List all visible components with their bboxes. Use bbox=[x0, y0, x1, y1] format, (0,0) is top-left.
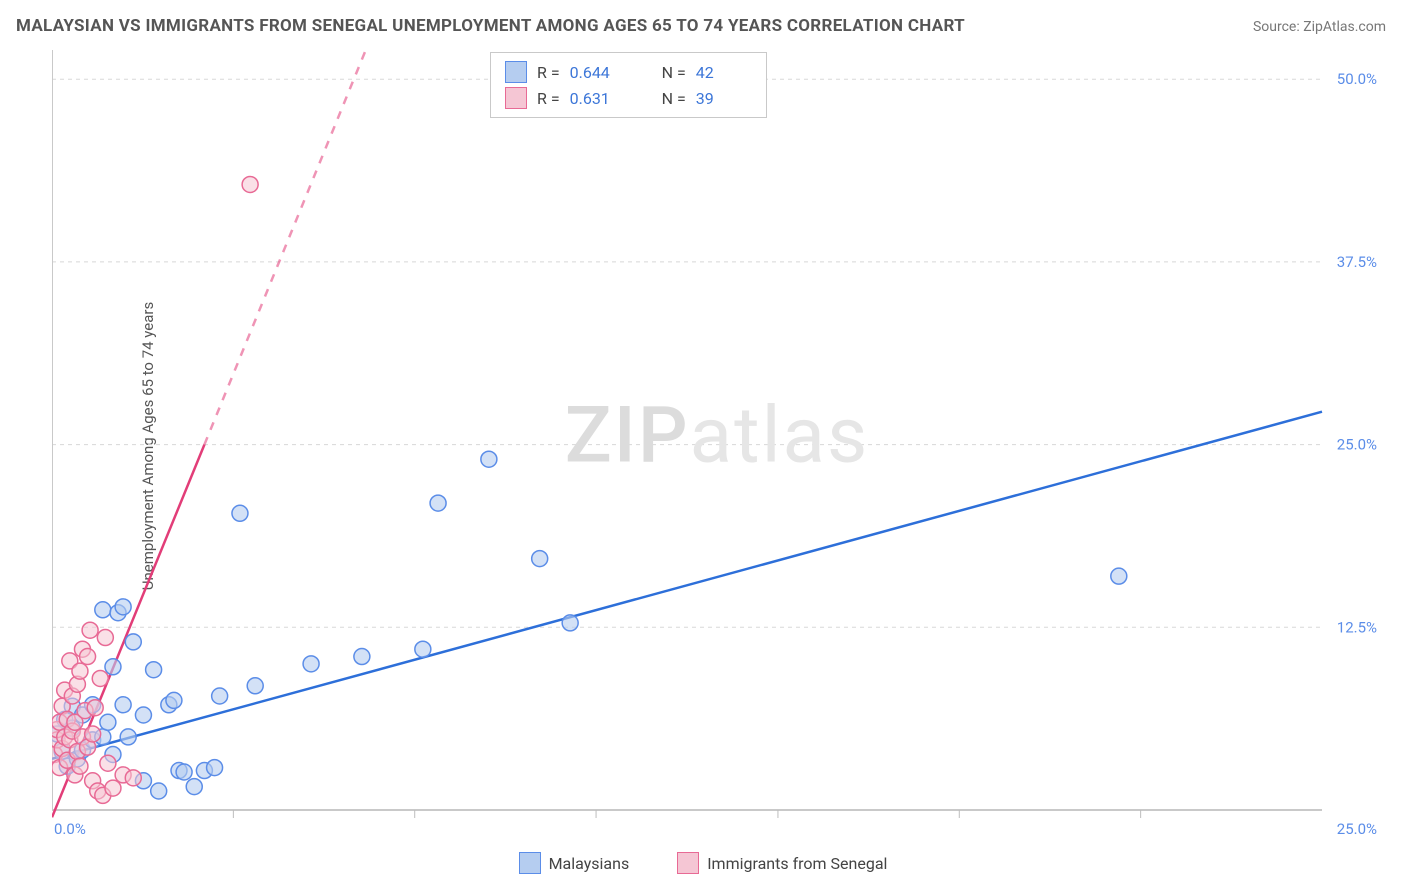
data-point bbox=[85, 726, 101, 742]
data-point bbox=[415, 641, 431, 657]
chart-header: MALAYSIAN VS IMMIGRANTS FROM SENEGAL UNE… bbox=[16, 16, 1386, 36]
data-point bbox=[125, 634, 141, 650]
data-point bbox=[105, 659, 121, 675]
data-point bbox=[212, 688, 228, 704]
stats-row: R = 0.644 N = 42 bbox=[505, 59, 752, 85]
data-point bbox=[166, 692, 182, 708]
data-point bbox=[303, 656, 319, 672]
data-point bbox=[115, 697, 131, 713]
swatch-pink bbox=[677, 852, 699, 874]
scatter-plot: 12.5%25.0%37.5%50.0%0.0%25.0% ZIPatlas bbox=[52, 50, 1382, 840]
y-tick-label: 25.0% bbox=[1337, 436, 1377, 454]
legend-label: Immigrants from Senegal bbox=[707, 854, 887, 873]
legend-item: Immigrants from Senegal bbox=[677, 852, 887, 874]
data-point bbox=[232, 505, 248, 521]
y-tick-label: 12.5% bbox=[1337, 618, 1377, 636]
data-point bbox=[151, 783, 167, 799]
data-point bbox=[100, 714, 116, 730]
stats-row: R = 0.631 N = 39 bbox=[505, 85, 752, 111]
r-value: 0.644 bbox=[570, 63, 626, 82]
data-point bbox=[125, 770, 141, 786]
data-point bbox=[92, 670, 108, 686]
chart-title: MALAYSIAN VS IMMIGRANTS FROM SENEGAL UNE… bbox=[16, 16, 965, 36]
data-point bbox=[82, 622, 98, 638]
data-point bbox=[186, 779, 202, 795]
data-point bbox=[562, 615, 578, 631]
data-point bbox=[242, 176, 258, 192]
swatch-blue bbox=[519, 852, 541, 874]
y-tick-label: 37.5% bbox=[1337, 253, 1377, 271]
legend-item: Malaysians bbox=[519, 852, 630, 874]
data-point bbox=[87, 700, 103, 716]
data-point bbox=[72, 758, 88, 774]
data-point bbox=[146, 662, 162, 678]
data-point bbox=[100, 755, 116, 771]
n-label: N = bbox=[662, 89, 686, 108]
data-point bbox=[72, 663, 88, 679]
swatch-pink bbox=[505, 87, 527, 109]
swatch-blue bbox=[505, 61, 527, 83]
correlation-stats-box: R = 0.644 N = 42 R = 0.631 N = 39 bbox=[490, 52, 767, 118]
n-label: N = bbox=[662, 63, 686, 82]
data-point bbox=[481, 451, 497, 467]
y-tick-label: 50.0% bbox=[1337, 70, 1377, 88]
x-tick-label: 25.0% bbox=[1337, 820, 1377, 838]
plot-svg: 12.5% 25.0% 37.5% 50.0% 0.0% 25.0% bbox=[52, 50, 1382, 840]
data-point bbox=[354, 649, 370, 665]
trend-line bbox=[52, 412, 1322, 759]
source-attribution: Source: ZipAtlas.com bbox=[1253, 19, 1386, 35]
data-point bbox=[120, 729, 136, 745]
data-point bbox=[207, 760, 223, 776]
x-tick-label: 0.0% bbox=[54, 820, 86, 838]
data-point bbox=[532, 551, 548, 567]
n-value: 39 bbox=[696, 89, 752, 108]
r-value: 0.631 bbox=[570, 89, 626, 108]
data-point bbox=[247, 678, 263, 694]
data-point bbox=[1111, 568, 1127, 584]
data-point bbox=[176, 764, 192, 780]
r-label: R = bbox=[537, 89, 560, 108]
data-point bbox=[97, 630, 113, 646]
data-point bbox=[115, 599, 131, 615]
data-point bbox=[80, 649, 96, 665]
data-point bbox=[105, 780, 121, 796]
legend-label: Malaysians bbox=[549, 854, 630, 873]
r-label: R = bbox=[537, 63, 560, 82]
n-value: 42 bbox=[696, 63, 752, 82]
data-point bbox=[135, 707, 151, 723]
data-point bbox=[430, 495, 446, 511]
data-point bbox=[95, 602, 111, 618]
series-legend: Malaysians Immigrants from Senegal bbox=[0, 852, 1406, 878]
trend-line-dashed bbox=[204, 50, 365, 445]
